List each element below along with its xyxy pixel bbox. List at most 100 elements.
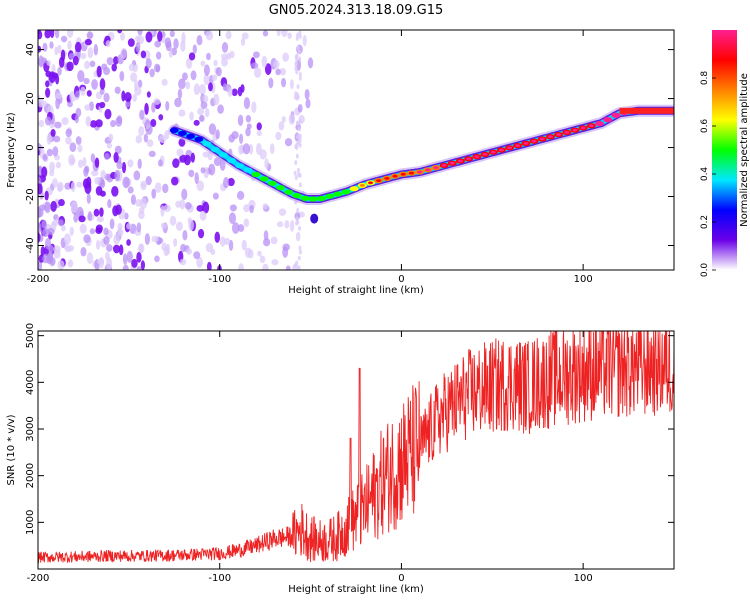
noise-blob [106, 57, 114, 66]
noise-blob [200, 167, 206, 174]
noise-blob [178, 109, 186, 117]
noise-blob [190, 152, 196, 163]
x-tick-label: 0 [398, 274, 404, 285]
noise-blob [248, 143, 254, 155]
noise-blob [145, 176, 152, 186]
noise-blob [194, 172, 199, 185]
noise-blob [225, 30, 232, 40]
noise-blob [213, 59, 218, 67]
noise-blob [221, 57, 228, 67]
ridge-blob [341, 189, 351, 195]
noise-blob [110, 119, 116, 128]
noise-blob [157, 30, 163, 42]
noise-blob [120, 48, 128, 60]
noise-blob [63, 233, 71, 246]
noise-blob [179, 258, 187, 266]
noise-blob [296, 207, 300, 213]
noise-blob [151, 188, 157, 199]
noise-blob [53, 135, 61, 143]
noise-blob [227, 87, 233, 97]
noise-blob [161, 242, 168, 252]
noise-blob [99, 190, 106, 197]
snr-x-label: Height of straight line (km) [288, 584, 424, 595]
noise-blob [213, 157, 222, 167]
x-tick-label: -200 [27, 274, 50, 285]
noise-blob [86, 252, 94, 264]
noise-blob [145, 58, 152, 69]
noise-blob [279, 68, 287, 76]
ridge-blob-core [457, 159, 464, 163]
ridge-blob [284, 189, 294, 195]
noise-blob [124, 92, 132, 102]
noise-blob [137, 30, 143, 36]
noise-blob [80, 246, 87, 257]
ridge-blob-core [596, 122, 603, 125]
noise-blob [83, 234, 91, 244]
noise-blob [115, 204, 122, 215]
noise-blob [298, 249, 302, 255]
noise-blob [296, 94, 300, 100]
ridge-blob-core [564, 130, 570, 134]
noise-blob [295, 141, 299, 147]
noise-blob [114, 169, 121, 182]
noise-blob [130, 194, 137, 206]
noise-blob [297, 104, 303, 113]
ridge-blob-core [613, 113, 619, 117]
noise-blob [99, 101, 106, 109]
noise-blob [294, 160, 298, 166]
noise-blob [130, 72, 138, 83]
noise-blob [281, 116, 286, 123]
noise-blob [150, 118, 157, 128]
noise-blob [38, 30, 41, 35]
noise-blob [253, 67, 262, 78]
noise-blob [228, 134, 235, 143]
noise-blob [297, 49, 301, 55]
y-tick-label: -20 [25, 188, 36, 204]
noise-blob [158, 134, 167, 144]
noise-blob [307, 57, 314, 69]
noise-blob [295, 36, 299, 42]
noise-blob [44, 30, 51, 39]
noise-blob [158, 114, 164, 121]
noise-blob [215, 129, 220, 140]
noise-blob [244, 247, 252, 258]
ridge-blob-core [482, 153, 488, 156]
noise-blob [231, 222, 240, 234]
noise-blob [165, 100, 170, 111]
noise-blob [64, 182, 71, 190]
noise-blob [91, 79, 98, 90]
noise-blob [188, 169, 195, 178]
ridge-blob-core [556, 133, 562, 136]
noise-blob [54, 92, 63, 100]
ridge-blob-core [376, 179, 382, 183]
y-tick-label: 5000 [25, 323, 36, 348]
noise-blob [187, 217, 192, 224]
noise-blob [84, 165, 90, 174]
ridge-blob-core [466, 157, 472, 161]
noise-blob [132, 94, 137, 102]
noise-blob [52, 219, 58, 227]
noise-blob [276, 30, 281, 37]
noise-blob [41, 219, 47, 229]
ridge-blob-core [384, 177, 390, 180]
noise-blob [126, 222, 132, 230]
y-tick-label: -40 [25, 237, 36, 253]
noise-blob [83, 77, 90, 85]
noise-blob [76, 206, 84, 219]
ridge-blob [333, 191, 343, 197]
ridge-blob-core [417, 170, 423, 174]
noise-blob [107, 198, 112, 209]
spectrogram-plot-area [38, 30, 674, 270]
noise-blob [113, 56, 119, 65]
noise-blob [119, 70, 125, 82]
noise-blob [67, 259, 74, 268]
noise-blob [126, 250, 133, 263]
noise-blob [181, 32, 186, 44]
noise-blob [155, 51, 162, 60]
ridge-blob-core [400, 172, 406, 176]
y-tick-label: 3000 [25, 416, 36, 441]
noise-blob [65, 136, 72, 145]
noise-blob [131, 258, 138, 268]
noise-blob [94, 176, 101, 185]
noise-blob [296, 167, 300, 173]
